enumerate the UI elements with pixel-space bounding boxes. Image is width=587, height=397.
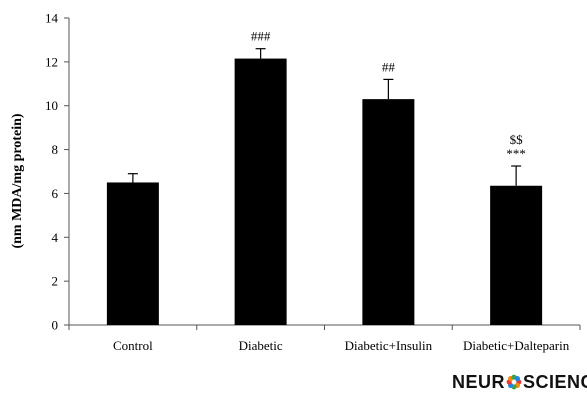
logo-text-part2: SCIENCE: [523, 372, 587, 392]
x-tick-label: Diabetic+Insulin: [345, 338, 433, 353]
significance-label: ##: [382, 59, 396, 74]
significance-annotations: #####$$***: [251, 29, 526, 161]
y-tick-label: 14: [45, 11, 59, 26]
significance-label: $$: [510, 132, 524, 147]
x-tick-label: Control: [113, 338, 153, 353]
y-tick-label: 0: [52, 318, 59, 333]
significance-label: ###: [251, 29, 271, 44]
y-axis-label: (nm MDA/mg protein): [10, 113, 25, 248]
bar-diabetic-insulin: [362, 99, 415, 325]
y-tick-label: 8: [52, 142, 59, 157]
neuroscience-logo: NEUR SCIENCE: [452, 372, 587, 393]
x-tick-label: Diabetic: [239, 338, 283, 353]
bars: [106, 58, 543, 325]
y-tick-label: 12: [45, 54, 58, 69]
bar-diabetic: [234, 58, 287, 325]
y-tick-label: 10: [45, 98, 58, 113]
y-tick-label: 4: [52, 230, 59, 245]
y-tick-label: 6: [52, 186, 59, 201]
y-tick-label: 2: [52, 274, 59, 289]
x-tick-label: Diabetic+Dalteparin: [463, 338, 570, 353]
logo-text-part1: NEUR: [452, 372, 506, 392]
error-bars: [127, 48, 522, 186]
bar-control: [106, 182, 159, 325]
y-ticks: 0 2 4 6 8 10 12 14: [45, 11, 69, 333]
significance-label: ***: [506, 146, 526, 161]
x-ticks: Control Diabetic Diabetic+Insulin Diabetic+…: [68, 325, 581, 353]
bar-diabetic-dalteparin: [490, 185, 543, 325]
flower-icon: [506, 374, 522, 390]
